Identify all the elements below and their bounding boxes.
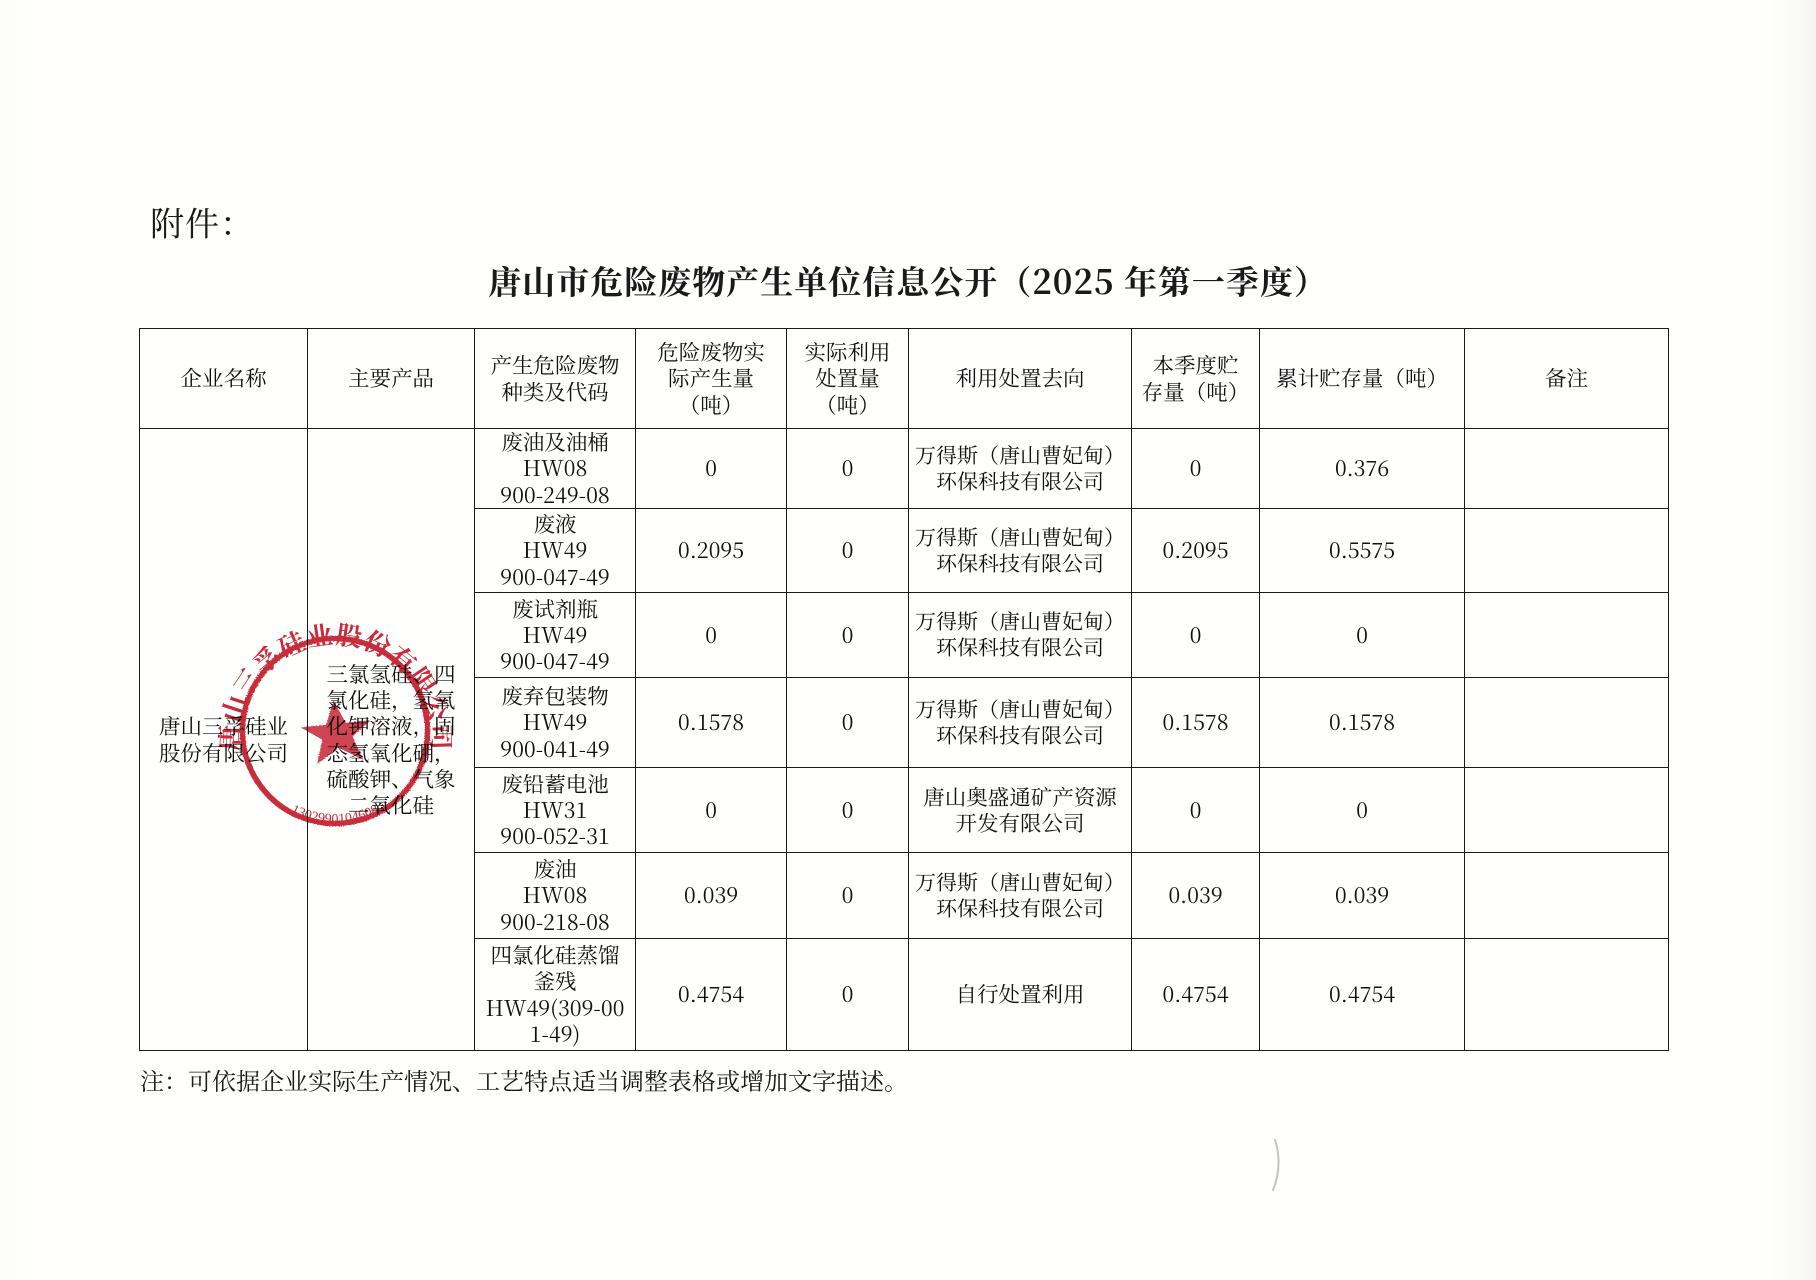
- svg-text:1302990104608: 1302990104608: [289, 802, 382, 828]
